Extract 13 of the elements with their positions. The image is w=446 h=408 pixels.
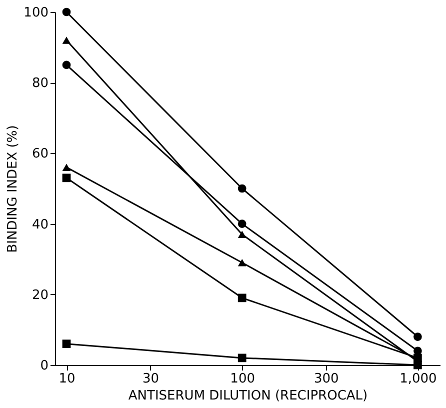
y-tick-label: 0 — [40, 358, 48, 374]
x-tick-label: 10 — [58, 372, 76, 386]
y-tick-label: 80 — [32, 76, 48, 92]
y-tick-label: 40 — [32, 217, 48, 232]
x-tick-label: 30 — [142, 372, 160, 386]
x-tick-label: 300 — [314, 372, 339, 386]
y-tick-label: 20 — [32, 288, 48, 303]
x-tick-label: 1,000 — [400, 372, 437, 386]
x-axis-title: ANTISERUM DILUTION (RECIPROCAL) — [128, 388, 368, 404]
y-tick-label: 60 — [32, 146, 48, 162]
x-tick-label: 100 — [230, 372, 256, 386]
y-tick-label: 100 — [24, 6, 48, 20]
y-axis-title: BINDING INDEX (%) — [6, 125, 21, 253]
